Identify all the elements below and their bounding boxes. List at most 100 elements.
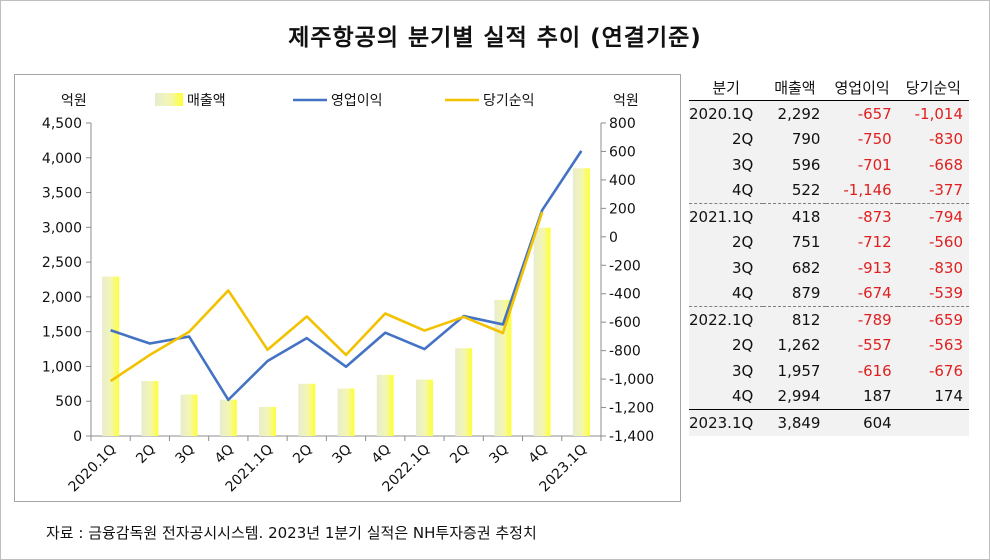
table-cell: -563 — [897, 332, 969, 358]
revenue-bar — [415, 379, 433, 436]
table-cell: 187 — [826, 383, 898, 410]
table-cell: -913 — [826, 255, 898, 281]
table-cell: 2020.1Q — [689, 100, 764, 127]
page-title: 제주항공의 분기별 실적 추이 (연결기준) — [288, 25, 702, 51]
left-tick-label: 3,000 — [42, 220, 82, 236]
table-cell: 2022.1Q — [689, 306, 764, 333]
table-cell: 522 — [763, 177, 827, 204]
table-cell: -539 — [897, 280, 969, 307]
right-tick-label: -200 — [609, 258, 641, 274]
table-row: 2Q 790 -750 -830 — [689, 126, 969, 152]
table-cell: 418 — [763, 203, 827, 230]
net-income-line — [109, 211, 544, 383]
x-category-label: 2Q — [133, 442, 158, 467]
table-cell: 4Q — [689, 177, 764, 204]
table-cell: 2Q — [689, 229, 764, 255]
table-cell: 4Q — [689, 280, 764, 307]
legend-revenue-swatch — [155, 93, 183, 106]
table-cell: -794 — [897, 203, 969, 230]
left-tick-label: 500 — [55, 394, 82, 410]
x-category-label: 2Q — [290, 442, 315, 467]
table-cell: 3Q — [689, 255, 764, 281]
table-cell: -830 — [897, 126, 969, 152]
table-cell: -557 — [826, 332, 898, 358]
table-cell: 2,292 — [763, 100, 827, 127]
table-cell: 3,849 — [763, 409, 827, 436]
table-cell: -377 — [897, 177, 969, 204]
table-row: 2Q 751 -712 -560 — [689, 229, 969, 255]
table-cell: -830 — [897, 255, 969, 281]
table-cell: -701 — [826, 152, 898, 178]
revenue-bar — [219, 399, 237, 436]
table-cell: 2Q — [689, 126, 764, 152]
right-tick-label: -1,000 — [609, 372, 654, 388]
right-tick-label: 400 — [609, 173, 636, 189]
table-header-cell: 분기 — [689, 74, 764, 101]
table-cell: 682 — [763, 255, 827, 281]
left-axis-unit: 억원 — [61, 93, 87, 109]
table-cell: 1,957 — [763, 358, 827, 384]
left-tick-label: 0 — [73, 429, 82, 445]
table-row: 3Q 596 -701 -668 — [689, 152, 969, 178]
x-category-label: 2020.1Q — [66, 442, 120, 496]
table-cell: -560 — [897, 229, 969, 255]
table-row: 4Q 522 -1,146 -377 — [689, 177, 969, 204]
table-row: 2021.1Q 418 -873 -794 — [689, 203, 969, 230]
right-tick-label: 600 — [609, 144, 636, 160]
revenue-bar — [494, 299, 512, 436]
right-axis-unit: 억원 — [613, 93, 639, 109]
x-category-label: 2Q — [447, 442, 472, 467]
left-tick-label: 1,500 — [42, 325, 82, 341]
table-cell: 1,262 — [763, 332, 827, 358]
x-category-label: 4Q — [369, 442, 394, 467]
results-table: 분기 매출액 영업이익 당기순익 2020.1Q 2,292 -657 -1,014 2Q 79… — [689, 74, 969, 436]
left-tick-label: 1,000 — [42, 359, 82, 375]
left-tick-label: 4,000 — [42, 151, 82, 167]
right-tick-label: 200 — [609, 201, 636, 217]
right-tick-label: 0 — [609, 230, 618, 246]
table-cell: -712 — [826, 229, 898, 255]
table-cell: 879 — [763, 280, 827, 307]
legend-net-label: 당기순익 — [483, 93, 535, 109]
table-cell: -657 — [826, 100, 898, 127]
left-tick-label: 2,500 — [42, 255, 82, 271]
left-tick-label: 3,500 — [42, 186, 82, 202]
table-cell: -674 — [826, 280, 898, 307]
revenue-bar — [533, 227, 551, 436]
table-cell: 174 — [897, 383, 969, 410]
table-cell: 2Q — [689, 332, 764, 358]
x-category-label: 3Q — [486, 442, 511, 467]
table-cell: 751 — [763, 229, 827, 255]
revenue-bar — [102, 276, 120, 436]
revenue-bar — [455, 348, 473, 436]
table-row: 2020.1Q 2,292 -657 -1,014 — [689, 100, 969, 127]
x-category-label: 3Q — [172, 442, 197, 467]
table-row: 2022.1Q 812 -789 -659 — [689, 306, 969, 333]
table-cell: -676 — [897, 358, 969, 384]
combo-chart: 0 500 1,000 1,500 2,000 2,500 3,000 3,500 4,000 4… — [42, 93, 654, 496]
right-tick-label: -600 — [609, 315, 641, 331]
table-cell: 812 — [763, 306, 827, 333]
revenue-bar — [376, 374, 394, 436]
table-cell — [897, 409, 969, 436]
table-row: 2023.1Q 3,849 604 — [689, 409, 969, 436]
revenue-bar — [141, 381, 159, 436]
table-cell: 2021.1Q — [689, 203, 764, 230]
x-category-label: 4Q — [212, 442, 237, 467]
right-tick-label: -800 — [609, 344, 641, 360]
table-cell: 2,994 — [763, 383, 827, 410]
table-row: 4Q 879 -674 -539 — [689, 280, 969, 307]
table-cell: -1,146 — [826, 177, 898, 204]
legend-op-label: 영업이익 — [331, 93, 383, 109]
table-row: 3Q 682 -913 -830 — [689, 255, 969, 281]
revenue-bar — [259, 406, 277, 436]
table-cell: 2023.1Q — [689, 409, 764, 436]
revenue-bar — [298, 383, 316, 436]
table-cell: -659 — [897, 306, 969, 333]
op-profit-line — [110, 150, 583, 402]
revenue-bar — [572, 168, 590, 436]
table-cell: -750 — [826, 126, 898, 152]
revenue-bar — [180, 394, 198, 436]
right-tick-label: -1,200 — [609, 401, 654, 417]
source-note: 자료 : 금융감독원 전자공시시스템. 2023년 1분기 실적은 NH투자증권… — [46, 524, 537, 542]
